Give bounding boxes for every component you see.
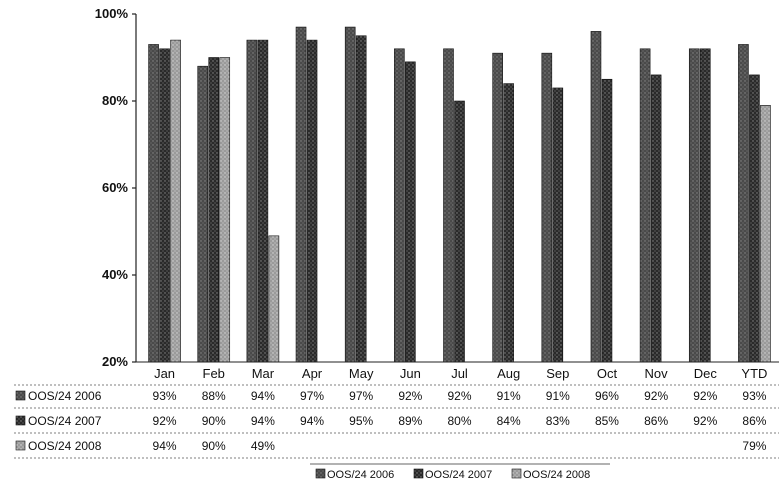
table-cell: 91% (497, 389, 521, 403)
table-cell: 93% (742, 389, 766, 403)
bar-oos-24-2006-oct (590, 31, 602, 363)
y-axis: 20% 40% 60% 80% 100% (95, 6, 137, 369)
legend-swatch (315, 468, 326, 479)
x-tick-label: Jan (154, 366, 175, 381)
x-tick-label: May (349, 366, 374, 381)
x-tick-label: Mar (252, 366, 275, 381)
bar-oos-24-2007-ytd (749, 74, 760, 363)
table-cell: 83% (546, 414, 570, 428)
table-cell: 94% (300, 414, 324, 428)
table-cell: 89% (398, 414, 422, 428)
bar-oos-24-2007-jul (454, 100, 465, 363)
table-cell: 96% (595, 389, 619, 403)
table-series-name: OOS/24 2007 (28, 414, 102, 428)
x-tick-label: Jun (400, 366, 421, 381)
x-tick-label: YTD (741, 366, 767, 381)
legend-entry: OOS/24 2008 (523, 469, 590, 481)
x-tick-label: Aug (497, 366, 520, 381)
table-cell: 97% (300, 389, 324, 403)
table-cell: 92% (398, 389, 422, 403)
bar-oos-24-2006-feb (197, 65, 209, 363)
bar-oos-24-2008-jan (170, 39, 181, 363)
table-cell: 79% (742, 439, 766, 453)
x-tick-label: Dec (694, 366, 718, 381)
legend: OOS/24 2006 OOS/24 2007 OOS/24 2008 (310, 463, 610, 481)
table-cell: 92% (644, 389, 668, 403)
data-table: OOS/24 2006 93% 88% 94% 97% 97% 92% 92% 91% 91% 96… (14, 384, 779, 459)
table-cell: 92% (447, 389, 471, 403)
table-series-swatch (15, 440, 26, 451)
table-cell: 97% (349, 389, 373, 403)
bar-oos-24-2006-may (344, 26, 356, 363)
table-series-swatch (15, 390, 26, 401)
bar-oos-24-2007-may (355, 35, 367, 363)
y-tick-label: 20% (102, 354, 128, 369)
table-cell: 88% (202, 389, 226, 403)
table-cell: 90% (202, 414, 226, 428)
bar-oos-24-2008-ytd (760, 105, 771, 363)
table-cell: 80% (447, 414, 471, 428)
table-cell: 86% (742, 414, 766, 428)
y-tick-label: 100% (95, 6, 129, 21)
table-cell: 90% (202, 439, 226, 453)
bar-oos-24-2006-jan (148, 44, 159, 363)
table-cell: 85% (595, 414, 619, 428)
bar-oos-24-2006-jun (394, 48, 405, 363)
y-tick-label: 80% (102, 93, 128, 108)
bar-oos-24-2006-sep (541, 52, 553, 363)
table-cell: 94% (153, 439, 177, 453)
table-cell: 49% (251, 439, 275, 453)
table-cell: 93% (153, 389, 177, 403)
bar-oos-24-2006-dec (688, 48, 700, 363)
bar-oos-24-2008-feb (219, 57, 231, 363)
bar-oos-24-2007-feb (208, 57, 220, 363)
bar-oos-24-2006-mar (246, 39, 258, 363)
x-axis: Jan Feb Mar Apr May Jun Jul Aug Sep Oct Nov Dec YTD (136, 361, 779, 381)
bar-oos-24-2007-oct (601, 78, 613, 363)
y-tick-label: 60% (102, 180, 128, 195)
bar-oos-24-2006-apr (295, 26, 307, 363)
table-cell: 92% (153, 414, 177, 428)
bar-oos-24-2007-apr (306, 39, 318, 363)
table-series-name: OOS/24 2006 (28, 389, 102, 403)
bar-oos-24-2008-mar (268, 235, 280, 363)
bar-oos-24-2007-dec (699, 48, 711, 363)
table-cell: 84% (497, 414, 521, 428)
bar-oos-24-2007-jun (405, 61, 416, 363)
table-series-name: OOS/24 2008 (28, 439, 102, 453)
table-cell: 94% (251, 389, 275, 403)
x-tick-label: Sep (546, 366, 569, 381)
legend-swatch (413, 468, 424, 479)
x-tick-label: Oct (597, 366, 618, 381)
bars (148, 26, 771, 363)
bar-oos-24-2007-aug (503, 83, 514, 363)
table-cell: 86% (644, 414, 668, 428)
x-tick-label: Apr (302, 366, 323, 381)
x-tick-label: Nov (645, 366, 669, 381)
table-cell: 95% (349, 414, 373, 428)
bar-oos-24-2007-mar (257, 39, 269, 363)
bar-oos-24-2007-sep (552, 87, 564, 363)
bar-oos-24-2007-nov (650, 74, 662, 363)
bar-oos-24-2006-jul (443, 48, 454, 363)
table-cell: 92% (693, 389, 717, 403)
table-series-swatch (15, 415, 26, 426)
table-cell: 91% (546, 389, 570, 403)
y-tick-label: 40% (102, 267, 128, 282)
legend-swatch (511, 468, 522, 479)
bar-oos-24-2006-nov (639, 48, 651, 363)
table-cell: 92% (693, 414, 717, 428)
legend-entry: OOS/24 2007 (425, 469, 492, 481)
table-cell: 94% (251, 414, 275, 428)
bar-oos-24-2007-jan (159, 48, 170, 363)
legend-entry: OOS/24 2006 (327, 469, 394, 481)
x-tick-label: Feb (203, 366, 225, 381)
bar-oos-24-2006-aug (492, 52, 503, 363)
x-tick-label: Jul (451, 366, 468, 381)
bar-oos-24-2006-ytd (738, 44, 749, 363)
